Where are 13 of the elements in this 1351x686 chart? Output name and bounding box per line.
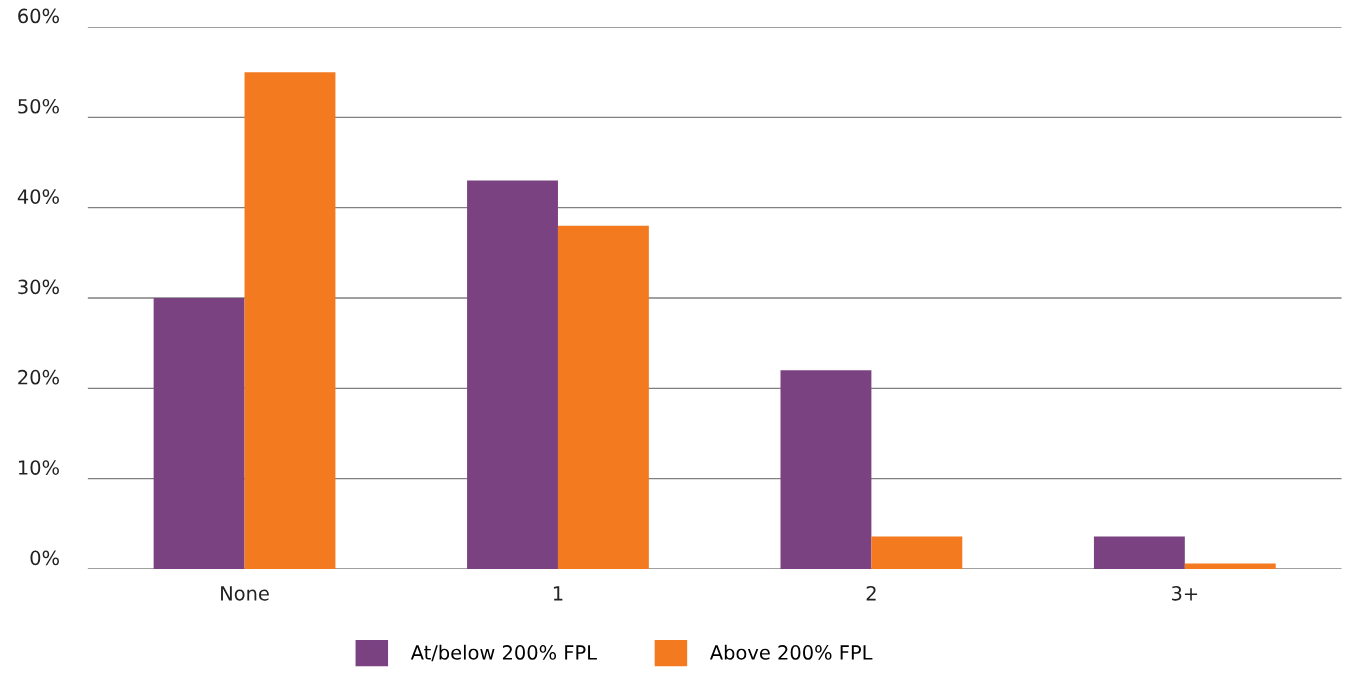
x-tick-label: None [221, 586, 269, 601]
y-tick-label: 0% [30, 550, 59, 566]
x-tick-label: 3+ [1171, 585, 1198, 601]
y-tick-label: 20% [18, 369, 59, 385]
x-tick-label: 2 [866, 585, 876, 601]
x-tick-label: 1 [553, 586, 563, 601]
y-tick-label: 60% [18, 8, 59, 24]
legend-label: At/below 200% FPL [410, 644, 597, 662]
y-tick-label: 30% [18, 279, 59, 295]
legend-label: Above 200% FPL [709, 644, 873, 660]
y-tick-label: 40% [17, 189, 59, 204]
y-tick-label: 50% [18, 98, 59, 114]
y-tick-label: 10% [18, 460, 59, 475]
